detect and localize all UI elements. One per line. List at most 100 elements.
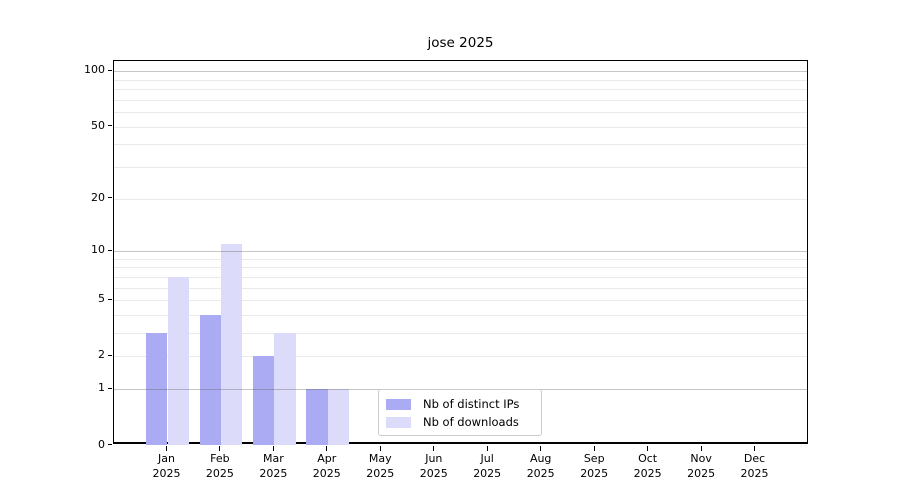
y-tick-label-100: 100: [84, 63, 105, 77]
gridline-minor-90: [114, 79, 807, 81]
y-tick-mark-1: [108, 387, 112, 389]
legend-swatch-downloads: [386, 416, 411, 428]
y-tick-mark-0: [108, 444, 112, 446]
gridline-minor-60: [114, 112, 807, 113]
y-tick-label-5: 5: [98, 292, 105, 306]
x-tick-label-oct: Oct 2025: [618, 452, 678, 481]
gridline-minor-7: [114, 276, 807, 278]
plot-area: [113, 60, 808, 445]
y-tick-label-20: 20: [91, 190, 105, 204]
y-tick-mark-5: [108, 298, 112, 300]
x-tick-mark-sep: [593, 446, 595, 451]
bar-downloads-mar: [274, 333, 296, 445]
bar-distinct-ips-feb: [199, 314, 221, 445]
gridline-minor-20: [114, 198, 807, 200]
x-tick-mark-apr: [326, 446, 328, 451]
x-tick-year: 2025: [687, 466, 716, 480]
x-tick-month: Mar: [263, 452, 284, 465]
x-tick-month: Apr: [317, 452, 337, 465]
x-tick-month: Aug: [529, 452, 552, 465]
bar-downloads-jan: [167, 276, 189, 445]
x-tick-label-jul: Jul 2025: [457, 452, 517, 481]
y-tick-mark-2: [108, 354, 112, 357]
bar-downloads-feb: [220, 243, 243, 445]
chart-title: jose 2025: [427, 35, 494, 51]
legend-label-distinct-ips: Nb of distinct IPs: [423, 397, 520, 411]
gridline-minor-50: [114, 126, 807, 128]
x-tick-label-mar: Mar 2025: [243, 452, 303, 481]
x-tick-mark-may: [379, 446, 381, 451]
x-tick-label-dec: Dec 2025: [725, 452, 785, 481]
x-tick-year: 2025: [580, 466, 609, 480]
x-tick-month: May: [368, 452, 392, 465]
x-tick-mark-nov: [700, 446, 702, 451]
x-tick-year: 2025: [740, 466, 769, 480]
x-tick-year: 2025: [205, 466, 234, 480]
y-tick-label-1: 1: [98, 381, 105, 395]
x-tick-month: Feb: [210, 452, 230, 465]
x-tick-mark-oct: [647, 446, 649, 451]
x-tick-month: Sep: [583, 452, 605, 465]
legend: Nb of distinct IPs Nb of downloads: [378, 389, 542, 436]
x-tick-year: 2025: [419, 466, 448, 480]
x-tick-mark-dec: [753, 446, 756, 451]
gridline-minor-5: [114, 300, 807, 302]
x-tick-mark-jul: [486, 446, 488, 451]
x-tick-year: 2025: [259, 466, 288, 480]
x-tick-mark-feb: [219, 446, 221, 451]
y-tick-mark-10: [108, 249, 112, 251]
x-tick-year: 2025: [152, 466, 181, 480]
x-tick-label-may: May 2025: [350, 452, 410, 481]
legend-swatch-distinct-ips: [386, 398, 411, 410]
gridline-minor-70: [114, 99, 807, 101]
gridline-minor-80: [114, 89, 807, 90]
x-tick-label-sep: Sep 2025: [564, 452, 624, 481]
x-tick-month: Oct: [638, 452, 658, 465]
x-tick-year: 2025: [366, 466, 395, 480]
bar-distinct-ips-jan: [146, 333, 168, 445]
x-tick-label-aug: Aug 2025: [511, 452, 571, 481]
gridline-minor-40: [114, 144, 807, 146]
gridline-minor-2: [114, 356, 807, 358]
x-tick-mark-jun: [433, 446, 435, 451]
bar-downloads-apr: [327, 389, 350, 445]
x-tick-mark-jan: [165, 446, 168, 451]
x-tick-year: 2025: [633, 466, 662, 480]
y-tick-mark-20: [108, 197, 112, 199]
x-tick-label-feb: Feb 2025: [190, 452, 250, 481]
gridline-minor-6: [114, 287, 807, 289]
bar-distinct-ips-apr: [306, 389, 328, 445]
x-tick-label-jan: Jan 2025: [137, 452, 197, 481]
y-tick-mark-100: [108, 69, 112, 71]
gridline-minor-3: [114, 333, 807, 334]
gridline-minor-9: [114, 258, 807, 260]
legend-row: Nb of downloads: [386, 413, 533, 431]
y-tick-label-2: 2: [98, 348, 105, 362]
legend-label-downloads: Nb of downloads: [423, 415, 519, 429]
x-tick-year: 2025: [526, 466, 555, 480]
y-tick-mark-50: [108, 125, 112, 127]
x-tick-month: Nov: [690, 452, 712, 465]
x-tick-label-apr: Apr 2025: [297, 452, 357, 481]
gridline-major-10: [114, 251, 807, 252]
x-tick-month: Dec: [743, 452, 766, 465]
x-tick-month: Jul: [480, 452, 494, 465]
x-tick-month: Jun: [425, 452, 443, 465]
x-tick-mark-aug: [540, 446, 542, 451]
x-tick-label-jun: Jun 2025: [404, 452, 464, 481]
bar-distinct-ips-mar: [253, 356, 275, 445]
x-tick-year: 2025: [312, 466, 341, 480]
y-tick-label-50: 50: [91, 118, 105, 132]
gridline-minor-8: [114, 267, 807, 269]
gridline-minor-30: [114, 166, 807, 168]
y-tick-label-0: 0: [98, 437, 105, 451]
x-tick-mark-mar: [272, 446, 274, 451]
x-tick-label-nov: Nov 2025: [671, 452, 731, 481]
y-tick-label-10: 10: [91, 243, 105, 256]
x-tick-year: 2025: [473, 466, 502, 480]
gridline-major-100: [114, 71, 807, 73]
legend-row: Nb of distinct IPs: [386, 395, 533, 413]
gridline-minor-4: [114, 314, 807, 316]
x-tick-month: Jan: [158, 452, 175, 465]
